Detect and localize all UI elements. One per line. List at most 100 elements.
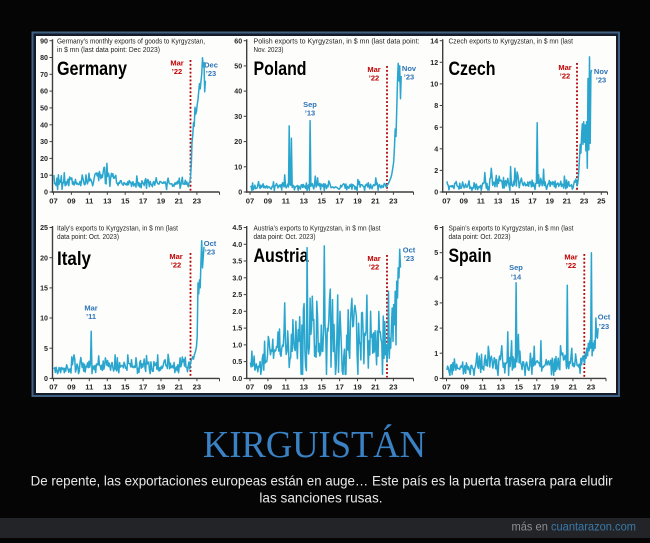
svg-text:1.0: 1.0: [232, 342, 242, 350]
svg-text:Czech exports to Kyrgyzstan, i: Czech exports to Kyrgyzstan, in $ mn (la…: [449, 39, 574, 46]
svg-text:0: 0: [434, 189, 438, 197]
svg-text:Sep: Sep: [303, 100, 317, 109]
svg-text:4.5: 4.5: [232, 224, 242, 232]
svg-text:2.5: 2.5: [232, 291, 242, 299]
svg-text:0: 0: [44, 189, 48, 197]
svg-text:Dec: Dec: [204, 61, 218, 70]
svg-text:21: 21: [563, 196, 572, 205]
svg-text:’22: ’22: [566, 261, 576, 270]
svg-text:’23: ’23: [205, 248, 215, 257]
svg-text:3.0: 3.0: [232, 274, 242, 282]
svg-text:Sep: Sep: [509, 263, 523, 272]
svg-text:09: 09: [459, 196, 467, 205]
svg-text:14: 14: [430, 37, 438, 45]
svg-text:2: 2: [434, 167, 438, 175]
svg-text:Nov: Nov: [402, 64, 417, 73]
svg-text:17: 17: [335, 383, 343, 392]
svg-text:’23: ’23: [599, 322, 609, 331]
svg-text:23: 23: [389, 196, 397, 205]
svg-text:0: 0: [238, 189, 242, 197]
svg-text:09: 09: [264, 196, 272, 205]
svg-text:23: 23: [193, 196, 201, 205]
svg-text:Mar: Mar: [84, 304, 97, 313]
svg-text:07: 07: [246, 383, 254, 392]
svg-text:’11: ’11: [86, 312, 96, 321]
svg-text:4: 4: [434, 145, 438, 153]
svg-text:07: 07: [442, 383, 450, 392]
svg-text:70: 70: [40, 71, 48, 79]
svg-text:30: 30: [40, 138, 48, 146]
svg-text:’14: ’14: [511, 273, 522, 282]
svg-text:19: 19: [157, 383, 165, 392]
svg-text:data point: Oct. 2023): data point: Oct. 2023): [449, 234, 511, 241]
svg-text:23: 23: [587, 383, 595, 392]
svg-text:Spain’s exports to Kyrgyzstan,: Spain’s exports to Kyrgyzstan, in $ mn (…: [449, 225, 574, 232]
svg-text:13: 13: [494, 196, 502, 205]
svg-text:21: 21: [371, 383, 380, 392]
svg-text:25: 25: [597, 196, 606, 205]
svg-text:Austria’s exports to Kyrgyzsta: Austria’s exports to Kyrgyzstan, in $ mn…: [254, 225, 381, 232]
svg-text:21: 21: [175, 196, 184, 205]
svg-text:in $ mn (last data point: Dec: in $ mn (last data point: Dec 2023): [57, 47, 160, 54]
svg-text:12: 12: [430, 59, 438, 67]
svg-text:6: 6: [434, 224, 438, 232]
svg-text:Nov. 2023): Nov. 2023): [254, 47, 284, 54]
svg-text:Germany: Germany: [57, 58, 127, 80]
svg-text:Spain: Spain: [449, 245, 492, 267]
svg-text:17: 17: [139, 196, 147, 205]
svg-text:19: 19: [545, 196, 553, 205]
svg-text:13: 13: [300, 196, 308, 205]
svg-text:25: 25: [40, 224, 48, 232]
svg-text:07: 07: [49, 196, 57, 205]
svg-text:2: 2: [434, 325, 438, 333]
svg-text:07: 07: [49, 383, 57, 392]
svg-text:’13: ’13: [305, 109, 315, 118]
svg-text:Mar: Mar: [558, 63, 571, 72]
svg-text:Mar: Mar: [169, 252, 182, 261]
svg-text:09: 09: [67, 196, 75, 205]
svg-text:Poland: Poland: [254, 58, 307, 80]
svg-text:13: 13: [300, 383, 308, 392]
svg-text:Austria: Austria: [254, 245, 309, 267]
svg-text:2.0: 2.0: [232, 308, 242, 316]
svg-text:1.5: 1.5: [232, 325, 242, 333]
svg-text:11: 11: [85, 383, 94, 392]
svg-text:4.0: 4.0: [232, 241, 242, 249]
svg-text:Oct: Oct: [204, 239, 217, 248]
svg-text:15: 15: [40, 285, 48, 293]
svg-text:data point: Oct. 2023): data point: Oct. 2023): [254, 234, 316, 241]
svg-text:Oct: Oct: [598, 313, 611, 322]
svg-text:’23: ’23: [404, 254, 414, 263]
svg-text:15: 15: [511, 196, 520, 205]
svg-text:21: 21: [175, 383, 184, 392]
svg-text:De repente, las exportaciones: De repente, las exportaciones europeas e…: [31, 474, 613, 489]
svg-text:4: 4: [434, 274, 438, 282]
svg-text:15: 15: [121, 383, 130, 392]
svg-text:13: 13: [103, 196, 111, 205]
svg-text:Italy’s exports to Kyrgyzstan,: Italy’s exports to Kyrgyzstan, in $ mn (…: [57, 225, 178, 232]
svg-text:’22: ’22: [369, 74, 379, 83]
svg-text:8: 8: [434, 102, 438, 110]
svg-text:11: 11: [479, 383, 488, 392]
svg-text:07: 07: [246, 196, 254, 205]
svg-text:15: 15: [121, 196, 130, 205]
svg-text:15: 15: [317, 196, 326, 205]
svg-text:09: 09: [460, 383, 468, 392]
svg-text:10: 10: [40, 315, 48, 323]
svg-text:21: 21: [569, 383, 578, 392]
svg-text:’22: ’22: [172, 67, 182, 76]
svg-text:Mar: Mar: [170, 59, 183, 68]
svg-text:0: 0: [434, 375, 438, 383]
svg-text:17: 17: [533, 383, 541, 392]
svg-text:0.5: 0.5: [232, 358, 242, 366]
svg-text:Polish exports to Kyrgyzstan,: Polish exports to Kyrgyzstan, in $ mn (l…: [254, 39, 420, 46]
svg-text:’23: ’23: [206, 69, 216, 78]
svg-text:Mar: Mar: [367, 65, 380, 74]
svg-text:1: 1: [434, 350, 438, 358]
svg-text:Germany’s monthly exports of g: Germany’s monthly exports of goods to Ky…: [57, 39, 205, 46]
svg-text:0: 0: [44, 375, 48, 383]
svg-text:Czech: Czech: [449, 58, 496, 80]
svg-text:6: 6: [434, 124, 438, 132]
svg-text:11: 11: [282, 383, 291, 392]
svg-text:07: 07: [442, 196, 450, 205]
